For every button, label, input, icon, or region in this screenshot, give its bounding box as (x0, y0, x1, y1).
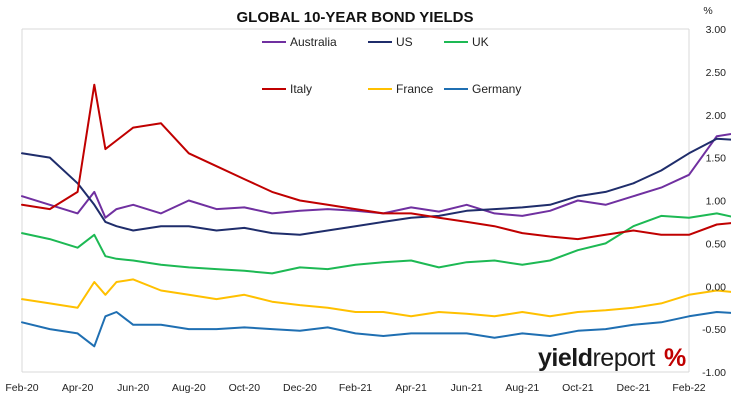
y-tick-label: 3.00 (706, 24, 727, 36)
x-tick-label: Apr-20 (62, 382, 94, 394)
y-axis-ticks: 3.00 2.50 2.00 1.50 1.00 0.50 0.00 -0.50 -1.00 (702, 24, 726, 379)
x-tick-label: Oct-20 (229, 382, 261, 394)
legend: Australia US UK Italy France Germany (262, 35, 521, 96)
x-tick-label: Aug-20 (172, 382, 206, 394)
series-line-germany (21, 311, 731, 348)
x-tick-label: Dec-21 (616, 382, 650, 394)
x-tick-label: Aug-21 (505, 382, 539, 394)
legend-label-uk: UK (472, 35, 489, 49)
y-tick-label: -1.00 (702, 367, 726, 379)
series-line-australia (21, 132, 731, 219)
legend-label-us: US (396, 35, 413, 49)
series-line-france (21, 278, 731, 318)
x-tick-label: Feb-22 (672, 382, 705, 394)
y-tick-label: 2.00 (706, 110, 727, 122)
yieldreport-logo: yieldreport % (538, 344, 686, 372)
y-tick-label: 0.00 (706, 281, 727, 293)
x-axis-ticks: Feb-20 Apr-20 Jun-20 Aug-20 Oct-20 Dec-20 Feb-… (5, 382, 705, 394)
series-line-us (21, 137, 731, 236)
y-tick-label: 1.50 (706, 153, 727, 165)
y-axis-unit-label: % (703, 5, 712, 17)
legend-label-germany: Germany (472, 82, 521, 96)
x-tick-label: Feb-20 (5, 382, 38, 394)
x-tick-label: Jun-20 (117, 382, 149, 394)
y-tick-label: 2.50 (706, 67, 727, 79)
chart-title: GLOBAL 10-YEAR BOND YIELDS (237, 9, 474, 26)
series-line-italy (21, 83, 731, 241)
x-tick-label: Feb-21 (339, 382, 372, 394)
legend-label-france: France (396, 82, 434, 96)
y-tick-label: 0.50 (706, 238, 727, 250)
x-tick-label: Apr-21 (395, 382, 427, 394)
legend-label-australia: Australia (290, 35, 337, 49)
legend-label-italy: Italy (290, 82, 312, 96)
x-tick-label: Jun-21 (451, 382, 483, 394)
series-layer (21, 83, 731, 348)
svg-text:yieldreport: yieldreport (538, 344, 655, 372)
y-tick-label: 1.00 (706, 196, 727, 208)
logo-word-yield: yield (538, 344, 592, 372)
series-line-uk (21, 212, 731, 275)
y-tick-label: -0.50 (702, 324, 726, 336)
logo-word-report: report (592, 344, 655, 372)
logo-percent-symbol: % (664, 344, 686, 372)
x-tick-label: Dec-20 (283, 382, 317, 394)
x-tick-label: Oct-21 (562, 382, 594, 394)
